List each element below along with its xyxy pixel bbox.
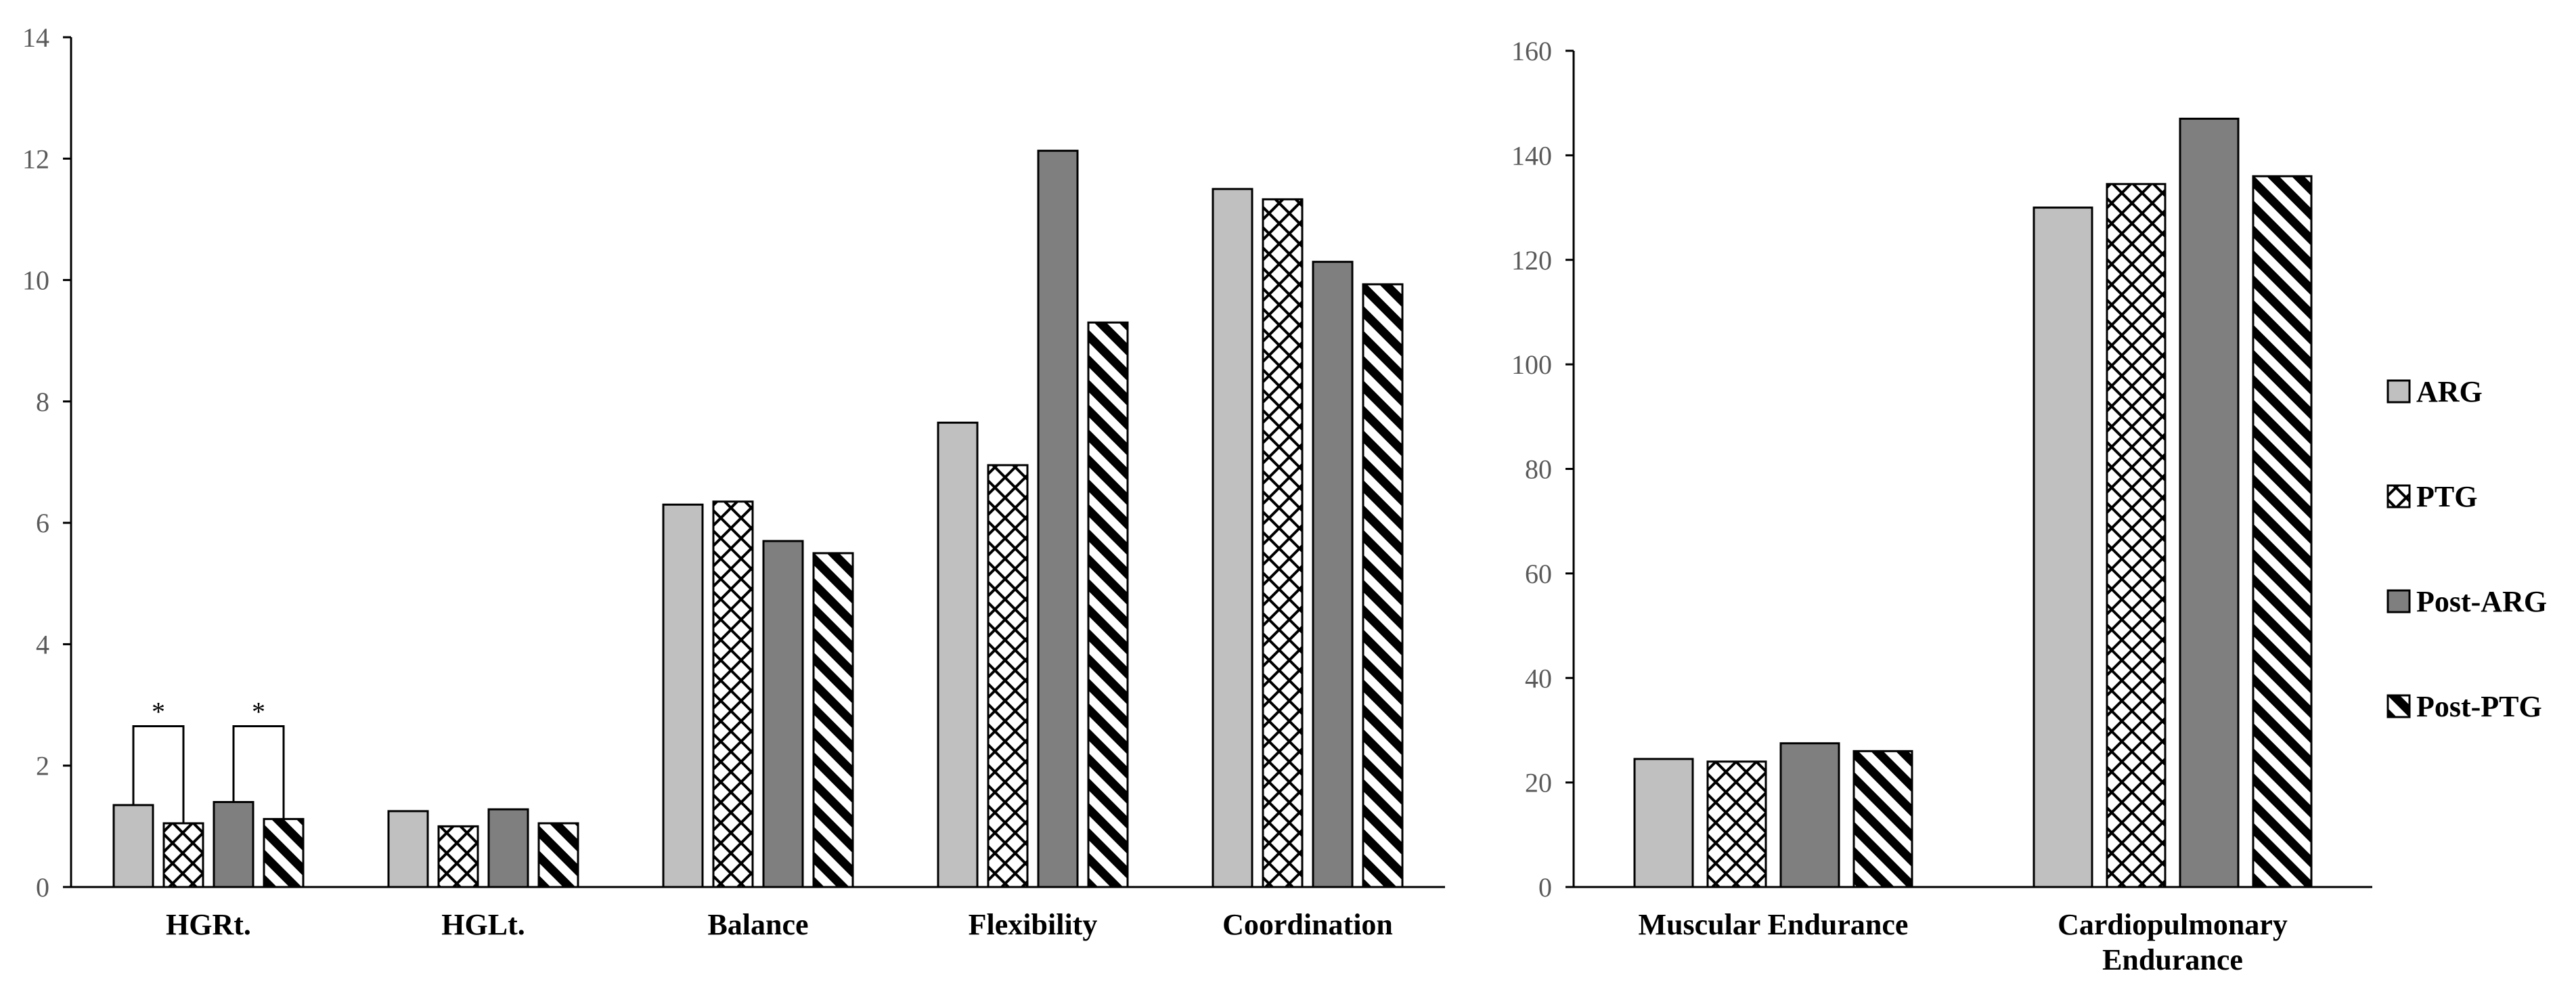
bar-post-arg-flexibility bbox=[1037, 150, 1079, 888]
bar-arg-coordination bbox=[1212, 188, 1253, 888]
y-tick-label: 160 bbox=[1511, 36, 1552, 66]
legend-label-arg: ARG bbox=[2416, 375, 2483, 408]
bar-ptg-muscular-endurance bbox=[1706, 760, 1767, 888]
bar-ptg-cardiopulmonary-endurance bbox=[2106, 183, 2167, 888]
legend-swatch-post-ptg bbox=[2386, 694, 2411, 718]
bar-ptg-hgrt bbox=[162, 822, 204, 888]
bar-ptg-coordination bbox=[1262, 198, 1304, 888]
x-category-label-hglt: HGLt. bbox=[441, 908, 525, 941]
y-tick-label: 80 bbox=[1525, 454, 1552, 485]
bar-post-ptg-hglt bbox=[537, 822, 579, 888]
bar-arg-flexibility bbox=[937, 421, 979, 888]
left-chart: 0 2 4 6 8 10 12 14 HGRt. HGLt. Balance Flexibility C… bbox=[22, 22, 1445, 941]
legend-label-post-ptg: Post-PTG bbox=[2416, 690, 2542, 723]
legend-label-post-arg: Post-ARG bbox=[2416, 585, 2547, 618]
legend-swatch-post-arg bbox=[2386, 589, 2411, 613]
y-tick-label: 14 bbox=[22, 22, 49, 53]
x-category-label-hgrt: HGRt. bbox=[166, 908, 251, 941]
bar-post-ptg-cardiopulmonary-endurance bbox=[2252, 175, 2313, 888]
bar-ptg-hglt bbox=[437, 825, 479, 888]
bar-post-ptg-balance bbox=[812, 552, 854, 888]
y-tick-label: 120 bbox=[1511, 245, 1552, 276]
right-chart: 0 20 40 60 80 100 120 140 160 Muscular Endurance C… bbox=[1511, 36, 2372, 976]
bar-ptg-flexibility bbox=[987, 464, 1029, 888]
bar-arg-muscular-endurance bbox=[1633, 758, 1694, 888]
significance-bracket bbox=[232, 725, 285, 819]
bar-post-ptg-hgrt bbox=[263, 818, 305, 888]
y-tick-label: 4 bbox=[36, 629, 49, 660]
bar-arg-balance bbox=[662, 503, 704, 888]
x-category-label-flexibility: Flexibility bbox=[969, 908, 1098, 941]
x-category-label-muscular-endurance: Muscular Endurance bbox=[1639, 908, 1909, 941]
x-category-label-coordination: Coordination bbox=[1222, 908, 1393, 941]
y-tick-label: 0 bbox=[36, 872, 49, 903]
bar-post-arg-hglt bbox=[487, 808, 529, 888]
legend-swatch-ptg bbox=[2386, 484, 2411, 509]
y-tick-label: 8 bbox=[36, 387, 49, 417]
significance-star: * bbox=[252, 696, 265, 727]
legend-swatch-arg bbox=[2386, 379, 2411, 404]
bar-post-ptg-flexibility bbox=[1087, 321, 1129, 888]
y-tick-label: 140 bbox=[1511, 140, 1552, 171]
bar-post-arg-muscular-endurance bbox=[1779, 742, 1840, 888]
y-tick-label: 2 bbox=[36, 751, 49, 781]
bar-arg-hglt bbox=[387, 810, 429, 888]
legend-label-ptg: PTG bbox=[2416, 480, 2477, 513]
bar-post-arg-coordination bbox=[1312, 261, 1354, 888]
y-tick-label: 40 bbox=[1525, 663, 1552, 693]
significance-bracket bbox=[132, 725, 185, 823]
bar-arg-hgrt bbox=[112, 804, 154, 888]
x-category-label-cardiopulmonary-endurance: Cardiopulmonary Endurance bbox=[2058, 908, 2288, 976]
y-tick-label: 10 bbox=[22, 265, 49, 296]
y-tick-label: 12 bbox=[22, 144, 49, 174]
y-tick-label: 6 bbox=[36, 508, 49, 538]
bar-post-arg-hgrt bbox=[213, 801, 254, 888]
bar-ptg-balance bbox=[712, 500, 754, 888]
y-tick-label: 100 bbox=[1511, 349, 1552, 380]
bar-arg-cardiopulmonary-endurance bbox=[2033, 207, 2093, 888]
y-tick-label: 60 bbox=[1525, 559, 1552, 589]
bar-post-ptg-coordination bbox=[1362, 283, 1404, 888]
bar-post-ptg-muscular-endurance bbox=[1852, 750, 1913, 888]
x-category-label-balance: Balance bbox=[707, 908, 808, 941]
significance-star: * bbox=[152, 696, 165, 727]
bar-post-arg-cardiopulmonary-endurance bbox=[2179, 117, 2240, 888]
bar-post-arg-balance bbox=[762, 540, 804, 888]
legend: ARG PTG Post-ARG Post-PTG bbox=[2386, 375, 2547, 723]
y-tick-label: 20 bbox=[1525, 768, 1552, 798]
y-tick-label: 0 bbox=[1538, 872, 1552, 903]
